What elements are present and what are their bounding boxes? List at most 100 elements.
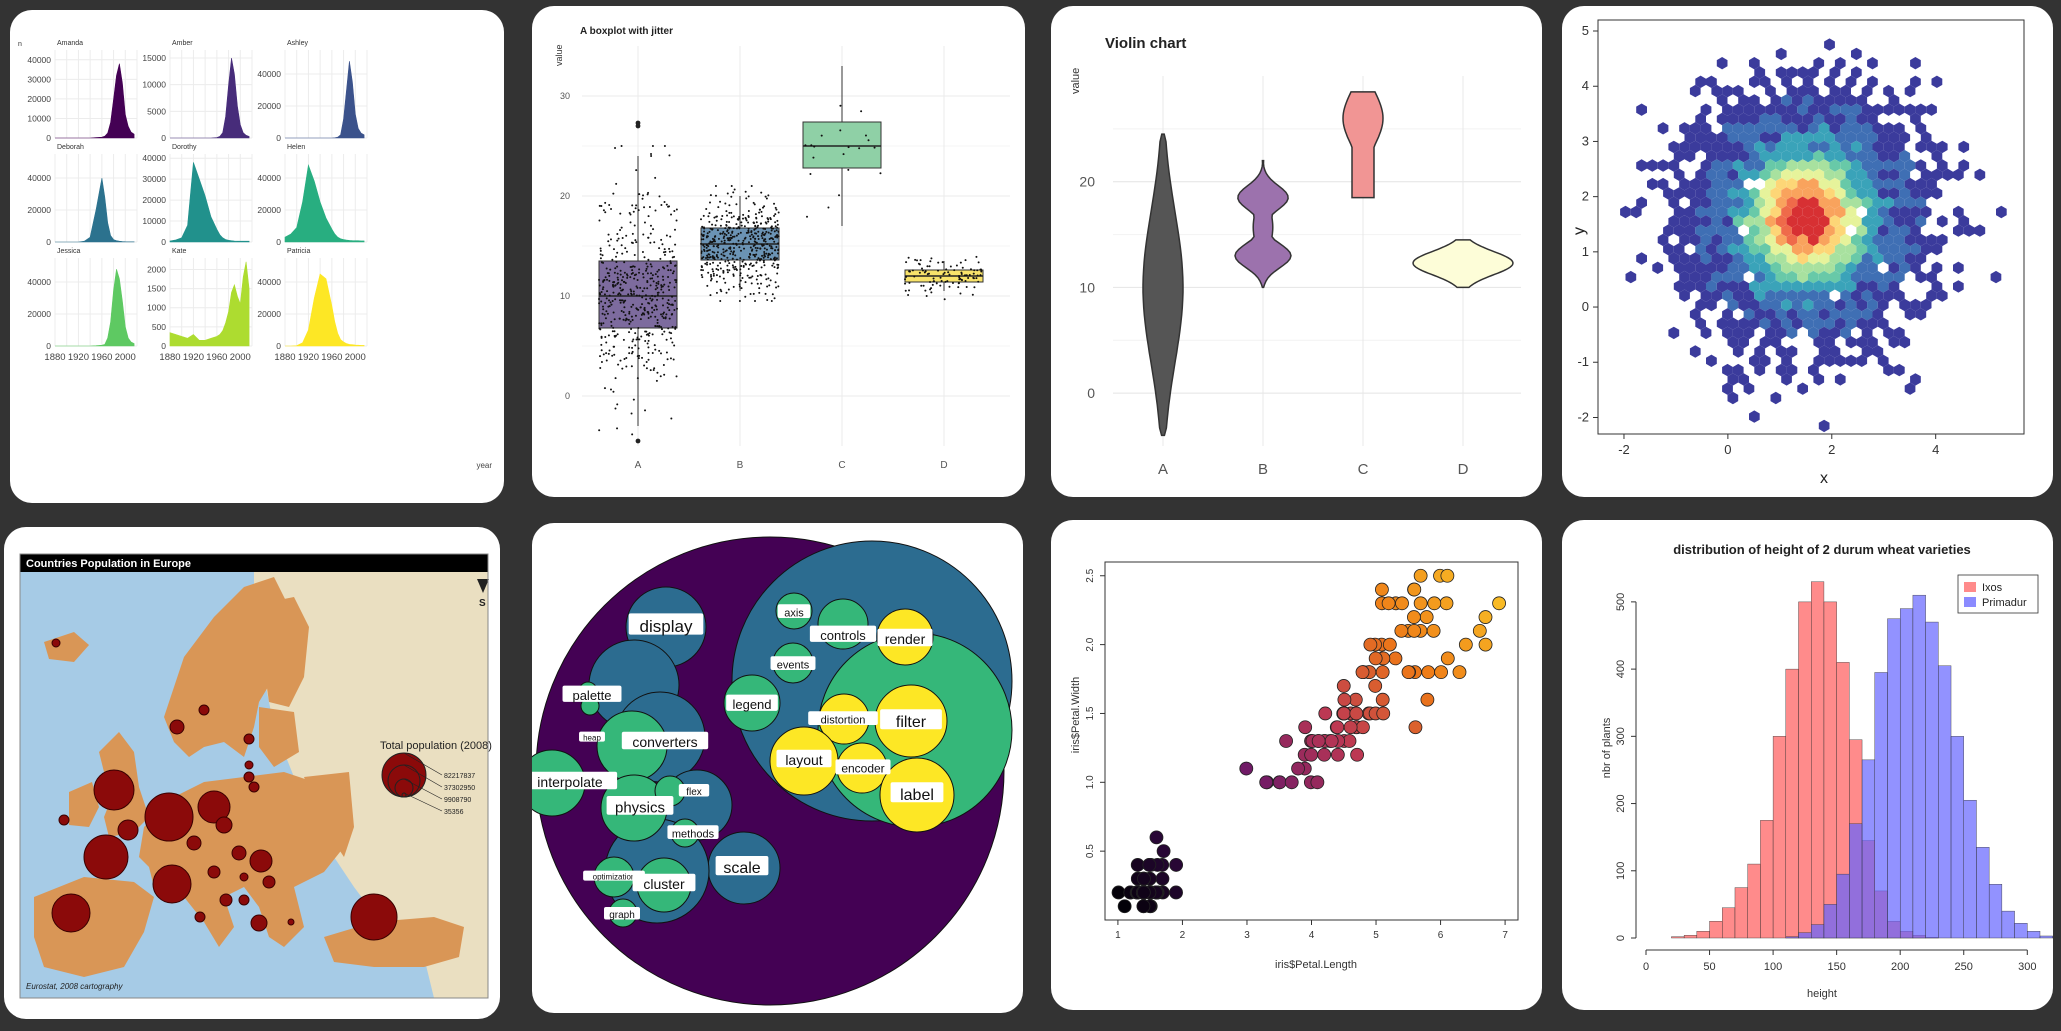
hex-cell	[1813, 187, 1825, 200]
jitter-point	[728, 237, 731, 240]
hex-cell	[1732, 215, 1744, 228]
jitter-point	[635, 273, 638, 276]
hex-cell	[1786, 177, 1798, 191]
jitter-point	[619, 283, 622, 286]
jitter-point	[620, 310, 623, 313]
jitter-point	[629, 276, 632, 279]
hex-cell	[1877, 150, 1889, 163]
hex-cell	[1920, 131, 1932, 144]
jitter-point	[735, 258, 738, 261]
x-tick-label: B	[737, 460, 744, 471]
area-series-amber	[170, 57, 250, 139]
jitter-point	[661, 275, 664, 278]
jitter-point	[637, 209, 640, 212]
x-tick-label: 1920	[183, 352, 204, 363]
jitter-point	[612, 390, 615, 393]
jitter-point	[668, 250, 671, 253]
jitter-point	[771, 252, 774, 255]
hex-cell	[1802, 298, 1814, 312]
jitter-point	[742, 265, 745, 268]
jitter-point	[767, 220, 770, 223]
legend-circle	[381, 752, 427, 798]
jitter-point	[911, 269, 914, 272]
jitter-point	[713, 238, 716, 241]
y-tick-label: 0	[1582, 299, 1589, 314]
hex-cell	[1915, 233, 1927, 247]
jitter-point	[867, 139, 870, 142]
jitter-point	[656, 286, 659, 289]
jitter-point	[753, 255, 756, 258]
jitter-point	[776, 223, 779, 226]
hex-cell	[1791, 131, 1803, 144]
jitter-point	[769, 232, 772, 235]
jitter-point	[641, 296, 644, 299]
jitter-point	[655, 308, 658, 311]
hex-cell	[1867, 336, 1878, 349]
data-point-setosa	[1156, 844, 1171, 859]
jitter-point	[643, 206, 646, 209]
jitter-point	[662, 251, 665, 254]
hex-cell	[1765, 308, 1776, 321]
hist-bar-primadur	[1976, 847, 1990, 939]
legend-value: 9908790	[444, 797, 471, 804]
jitter-point	[653, 308, 656, 311]
jitter-point	[924, 289, 927, 292]
hex-cell	[1851, 103, 1862, 116]
jitter-point	[671, 303, 674, 306]
hex-cell	[1716, 261, 1728, 274]
hex-cell	[1872, 308, 1884, 321]
jitter-point	[634, 207, 637, 210]
jitter-point	[931, 283, 934, 286]
hex-cell	[1958, 140, 1970, 154]
hex-cell	[1829, 270, 1841, 284]
jitter-point	[775, 257, 778, 260]
hex-cell	[1861, 289, 1873, 302]
data-point-setosa	[1169, 858, 1184, 872]
hex-cell	[1824, 112, 1835, 126]
jitter-point	[728, 227, 731, 230]
jitter-point	[762, 259, 765, 262]
jitter-point	[759, 273, 762, 276]
hex-cell	[1824, 38, 1835, 51]
hex-cell	[1915, 196, 1927, 209]
hex-cell	[1770, 168, 1782, 181]
y-tick-label: 30000	[27, 74, 51, 84]
jitter-point	[623, 300, 626, 303]
pack-label: graph	[609, 910, 635, 921]
jitter-point	[715, 215, 718, 218]
hex-cell	[1722, 215, 1733, 228]
jitter-point	[648, 332, 651, 335]
jitter-point	[668, 309, 671, 312]
jitter-point	[727, 232, 730, 235]
jitter-point	[969, 268, 972, 271]
hex-cell	[1818, 103, 1830, 116]
hex-cell	[1663, 187, 1674, 200]
facet-title: Amanda	[57, 40, 83, 47]
jitter-point	[744, 295, 747, 298]
hist-bar-primadur	[2014, 923, 2028, 939]
hex-cell	[1813, 354, 1825, 367]
hex-cell	[1754, 196, 1766, 209]
jitter-point	[752, 201, 755, 204]
jitter-point	[707, 215, 710, 218]
hex-cell	[1754, 252, 1766, 265]
hex-cell	[1867, 168, 1878, 181]
pack-label-bg	[770, 656, 816, 670]
hex-cell	[1893, 233, 1905, 247]
hist-bar-ixos	[1823, 601, 1837, 939]
jitter-point	[708, 212, 711, 215]
population-circle	[231, 845, 247, 861]
hist-bar-primadur	[1963, 799, 1977, 939]
hex-cell	[1738, 112, 1749, 126]
jitter-point	[711, 268, 714, 271]
hex-cell	[1840, 196, 1851, 209]
facet-title: Kate	[172, 248, 187, 255]
hex-cell	[1867, 150, 1878, 163]
hex-cell	[1765, 326, 1776, 340]
jitter-point	[664, 316, 667, 319]
jitter-point	[615, 255, 618, 258]
pack-label-bg	[583, 870, 645, 881]
hex-cell	[1775, 122, 1787, 135]
hex-cell	[1818, 215, 1830, 228]
